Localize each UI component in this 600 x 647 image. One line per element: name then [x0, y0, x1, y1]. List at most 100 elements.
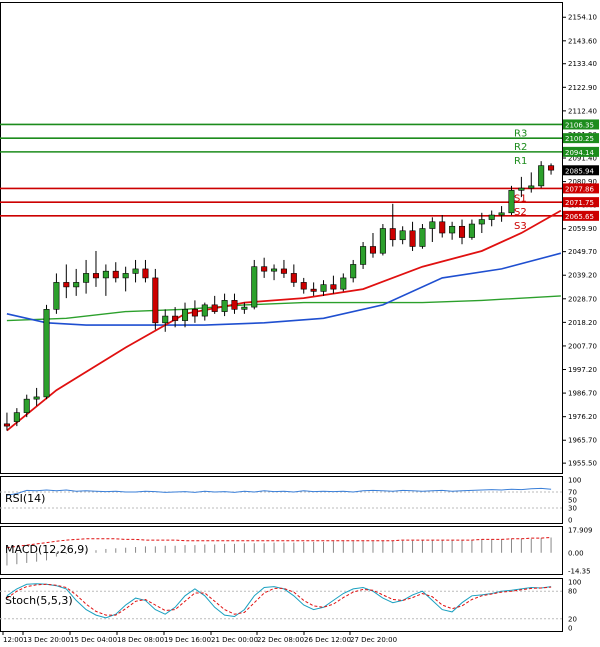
- pivot-value-box: [563, 146, 599, 157]
- pivot-value-box: [563, 133, 599, 144]
- pivot-value-label: 2065.65: [565, 213, 594, 221]
- candle-body: [102, 270, 109, 279]
- macd-title: MACD(12,26,9): [5, 543, 89, 556]
- candle-body: [439, 221, 446, 234]
- price-tick-label: 2154.10: [568, 14, 597, 22]
- price-tick-label: 2091.40: [568, 155, 597, 163]
- price-tick-label: 2049.70: [568, 248, 597, 256]
- price-tick-label: 1986.70: [568, 390, 597, 398]
- macd-signal-line: [6, 537, 552, 549]
- candle-body: [23, 398, 30, 413]
- macd-tick-label: 0.00: [568, 549, 584, 557]
- candle-body: [488, 214, 495, 220]
- ma-green-line: [6, 295, 561, 322]
- panel-frame-rsi: [0, 476, 563, 524]
- candle-body: [538, 165, 545, 187]
- macd-tick-label: -14.35: [568, 568, 591, 576]
- time-tick-label: 21 Dec 00:00: [211, 636, 258, 644]
- candle-body: [320, 284, 327, 292]
- panel-frame-main: [0, 2, 563, 474]
- price-tick-label: 2112.40: [568, 107, 597, 115]
- candle-body: [271, 268, 278, 272]
- candle-body: [478, 219, 485, 225]
- ma-red-line: [6, 209, 562, 432]
- macd-tick-label: 17.909: [568, 527, 593, 535]
- rsi-line: [6, 487, 552, 496]
- candle-body: [33, 396, 40, 400]
- pivot-value-label: 2094.14: [565, 149, 594, 157]
- pivot-name-r1: R1: [514, 156, 527, 167]
- time-tick-label: 13 Dec 20:00: [23, 636, 70, 644]
- pivot-value-box: [563, 197, 599, 208]
- stoch-k-line: [6, 583, 552, 619]
- rsi-tick-label: 50: [568, 497, 577, 505]
- price-tick-label: 1976.20: [568, 413, 597, 421]
- pivot-name-r2: R2: [514, 142, 527, 153]
- pivot-name-s2: S2: [514, 207, 527, 218]
- pivot-value-label: 2100.25: [565, 135, 594, 143]
- stoch-tick-label: 100: [568, 579, 581, 587]
- candle-body: [43, 309, 50, 398]
- time-tick-label: 12:00: [3, 636, 23, 644]
- rsi-tick-label: 30: [568, 505, 577, 513]
- pivot-levels: 2106.35 R3 2100.25 R2 2094.14 R1 2077.86 S1 2071…: [0, 119, 599, 232]
- candle-body: [419, 228, 426, 247]
- pivot-value-label: 2077.86: [565, 185, 594, 193]
- price-tick-label: 2122.90: [568, 84, 597, 92]
- rsi-tick-label: 70: [568, 489, 577, 497]
- stoch-d-line: [6, 583, 552, 616]
- pivot-value-label: 2106.35: [565, 121, 594, 129]
- candle-body: [300, 282, 307, 290]
- price-tick-label: 1965.70: [568, 437, 597, 445]
- time-tick-label: 15 Dec 04:00: [70, 636, 117, 644]
- panel-frame-stoch: [0, 578, 563, 632]
- candle-body: [508, 190, 515, 214]
- candle-body: [350, 264, 357, 279]
- price-tick-label: 2143.60: [568, 37, 597, 45]
- moving-averages: [6, 209, 562, 432]
- price-tick-label: 2028.70: [568, 295, 597, 303]
- candle-body: [172, 315, 179, 321]
- price-tick-label: 1997.20: [568, 366, 597, 374]
- time-tick-label: 26 Dec 12:00: [304, 636, 351, 644]
- candle-body: [241, 306, 248, 310]
- candlesticks: [3, 161, 555, 431]
- candle-body: [83, 273, 90, 283]
- candle-body: [330, 284, 337, 290]
- candle-body: [142, 268, 149, 279]
- current-price-label: 2085.94: [565, 167, 594, 175]
- candle-body: [13, 412, 20, 422]
- price-tick-label: 2080.90: [568, 178, 597, 186]
- chart-frames: [0, 2, 563, 632]
- stoch-title: Stoch(5,5,3): [5, 594, 73, 607]
- ma-blue-line: [6, 252, 562, 326]
- candle-body: [360, 246, 367, 265]
- time-tick-label: 18 Dec 08:00: [117, 636, 164, 644]
- candle-body: [468, 223, 475, 238]
- time-tick-label: 22 Dec 08:00: [257, 636, 304, 644]
- panel-frame-macd: [0, 526, 563, 575]
- candle-body: [379, 228, 386, 254]
- current-price-marker: 2085.94: [563, 165, 599, 176]
- candle-body: [231, 300, 238, 310]
- pivot-value-box: [563, 119, 599, 130]
- pivot-value-box: [563, 210, 599, 221]
- candle-body: [162, 315, 169, 324]
- candle-body: [191, 309, 198, 317]
- candle-body: [152, 277, 159, 324]
- macd-panel: 17.909 0.00 -14.35 MACD(12,26,9): [5, 527, 593, 576]
- candle-body: [409, 230, 416, 247]
- candle-body: [181, 309, 189, 321]
- stoch-tick-label: 20: [568, 615, 577, 623]
- rsi-title: RSI(14): [5, 492, 45, 505]
- candle-body: [518, 187, 525, 191]
- candle-body: [211, 304, 218, 312]
- current-price-box: [563, 165, 599, 176]
- candle-body: [221, 300, 228, 312]
- candle-body: [290, 273, 297, 283]
- rsi-tick-label: 100: [568, 477, 581, 485]
